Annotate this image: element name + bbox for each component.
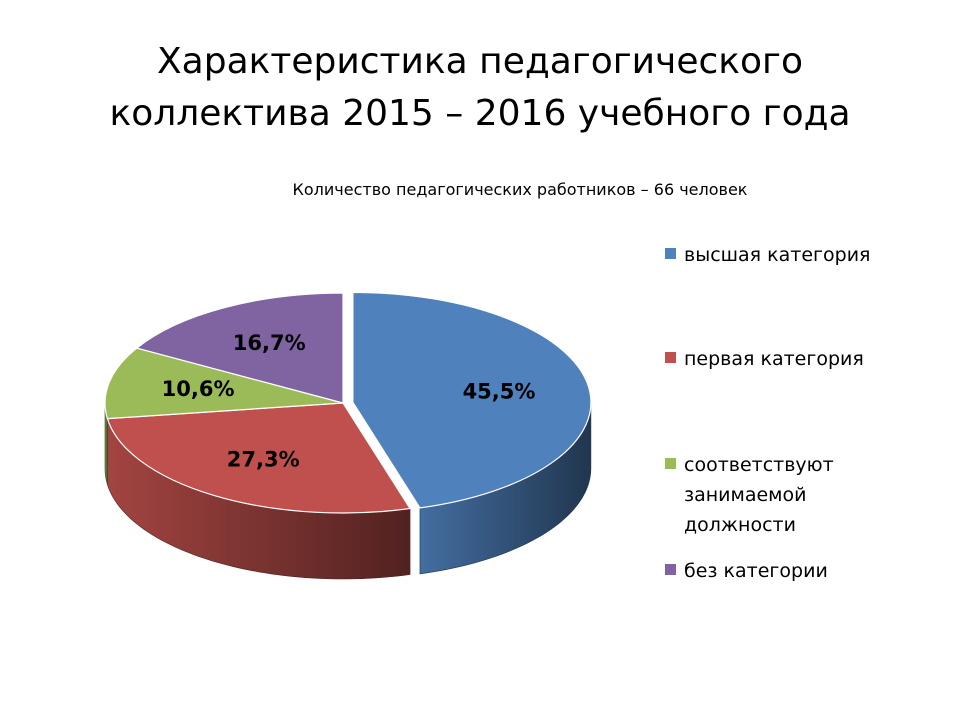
- slide-title-line-1: Характеристика педагогического: [157, 41, 803, 82]
- pie-top-faces: [104, 291, 592, 514]
- legend-item-высшая-категория: высшая категория: [665, 240, 955, 270]
- pie-data-labels: 45,5% 27,3% 10,6% 16,7%: [162, 331, 536, 471]
- data-label-соответствуют-занимаемой-должности: 10,6%: [162, 377, 235, 401]
- legend-item-первая-категория: первая категория: [665, 344, 955, 374]
- slide-title-line-2: коллектива 2015 – 2016 учебного года: [109, 93, 851, 134]
- legend-label: первая категория: [684, 348, 864, 370]
- data-label-высшая-категория: 45,5%: [463, 380, 536, 404]
- chart-title: Количество педагогических работников – 6…: [292, 180, 748, 199]
- pie-slice-первая-категория: [106, 402, 411, 514]
- pie-slice-без-категории: [136, 292, 344, 404]
- slide-title: Характеристика педагогического коллектив…: [40, 36, 920, 140]
- legend-label: без категории: [684, 560, 828, 582]
- pie-side-walls: [104, 402, 592, 580]
- legend-swatch: [665, 564, 676, 575]
- legend-label: соответствуют занимаемой должности: [684, 454, 834, 536]
- legend-swatch: [665, 458, 676, 469]
- legend-swatch: [665, 248, 676, 259]
- legend-swatch: [665, 352, 676, 363]
- data-label-без-категории: 16,7%: [233, 331, 306, 355]
- legend-item-без-категории: без категории: [665, 556, 955, 586]
- legend-item-соответствуют-занимаемой-должности: соответствуют занимаемой должности: [665, 450, 955, 540]
- legend-label: высшая категория: [684, 244, 871, 266]
- pie-slice-высшая-категория: [352, 291, 592, 509]
- data-label-первая-категория: 27,3%: [227, 447, 300, 471]
- pie-slice-соответствуют-занимаемой-должности: [104, 347, 344, 420]
